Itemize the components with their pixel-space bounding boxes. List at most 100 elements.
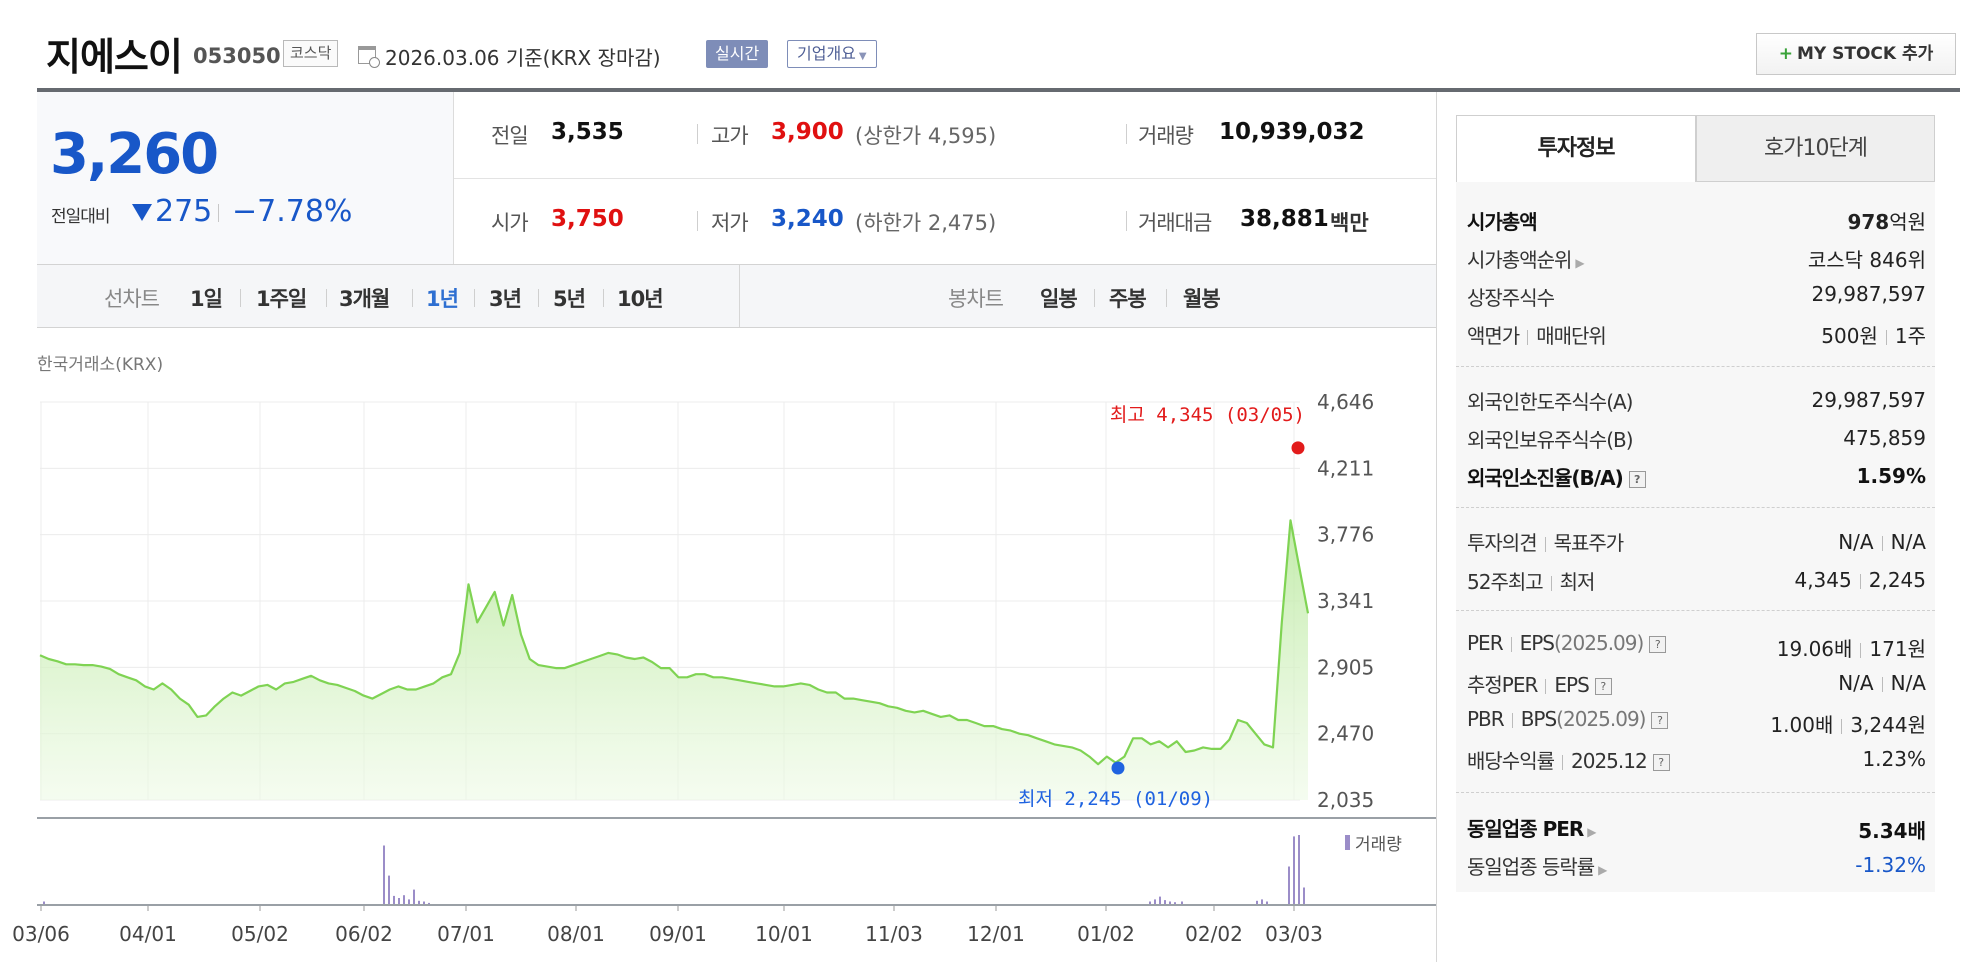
trade-unit-value: 1주 (1894, 324, 1926, 348)
industry-per-row[interactable]: 동일업종 PER ▶ (1467, 813, 1597, 842)
tab-underline (1696, 181, 1935, 182)
company-overview-dropdown[interactable]: 기업개요 ▼ (787, 40, 877, 68)
help-icon[interactable]: ? (1652, 754, 1670, 771)
industry-change-value: -1.32% (1855, 853, 1926, 877)
period-1d[interactable]: 1일 (190, 287, 223, 311)
low-label: 저가 (711, 211, 749, 235)
price-separator (218, 204, 219, 222)
help-icon[interactable]: ? (1594, 678, 1612, 695)
volume-legend-swatch (1345, 835, 1350, 850)
w52-low-label: 최저 (1559, 570, 1596, 594)
x-tick-label: 09/01 (649, 922, 707, 946)
market-cap-rank-row[interactable]: 시가총액순위 ▶ (1467, 244, 1585, 273)
industry-change-label: 동일업종 등락률 (1467, 855, 1595, 879)
tab-hoga-10[interactable]: 호가10단계 (1696, 115, 1935, 182)
shares-value: 29,987,597 (1811, 282, 1926, 306)
industry-per-value: 5.34배 (1858, 819, 1926, 843)
w52-label: 52주최고 최저 (1467, 566, 1596, 595)
candle-weekly[interactable]: 주봉 (1109, 287, 1147, 311)
price-summary-box (37, 92, 454, 264)
y-tick-label: 3,341 (1317, 589, 1374, 613)
trade-unit-label: 매매단위 (1536, 324, 1607, 348)
dividend-label: 배당수익률 (1467, 749, 1555, 773)
pipe-separator (1545, 679, 1547, 694)
period-3y[interactable]: 3년 (489, 287, 522, 311)
pbr-bps-label: PBR BPS(2025.09)? (1467, 707, 1669, 731)
calendar-icon (358, 46, 380, 68)
trade-value-unit: 백만 (1330, 211, 1369, 235)
price-change: 275 (155, 194, 213, 229)
panel-separator (1456, 610, 1935, 611)
info-pipe (697, 124, 698, 144)
trade-value: 38,881 (1240, 206, 1329, 232)
period-pipe (326, 289, 327, 307)
x-tick-label: 06/02 (335, 922, 393, 946)
x-tick-label: 03/06 (12, 922, 70, 946)
realtime-button[interactable]: 실시간 (706, 40, 769, 68)
company-overview-label: 기업개요 (797, 44, 856, 63)
foreign-ratio-row: 외국인소진율(B/A)? (1467, 462, 1646, 491)
industry-change-row[interactable]: 동일업종 등락률 ▶ (1467, 851, 1607, 880)
candle-daily[interactable]: 일봉 (1040, 287, 1078, 311)
x-tick-label: 10/01 (755, 922, 813, 946)
open-label: 시가 (491, 211, 529, 235)
price-chart: 4,646 4,211 3,776 3,341 2,905 2,470 2,035 03/06… (12, 390, 1436, 946)
foreign-ratio-label: 외국인소진율(B/A) (1467, 466, 1624, 490)
bps-date: (2025.09) (1556, 707, 1646, 731)
candle-monthly[interactable]: 월봉 (1183, 287, 1221, 311)
y-tick-label: 2,035 (1317, 788, 1374, 812)
opinion-label: 투자의견 (1467, 531, 1538, 555)
per-eps-label: PER EPS(2025.09)? (1467, 631, 1667, 655)
per-label: PER (1467, 631, 1504, 655)
pipe-separator (1562, 755, 1563, 770)
price-area (40, 520, 1308, 800)
bps-value: 3,244원 (1850, 713, 1926, 737)
par-label: 액면가 (1467, 324, 1520, 348)
high-value: 3,900 (771, 119, 844, 145)
pbr-value: 1.00배 (1770, 713, 1834, 737)
price-line (39, 519, 1310, 766)
stock-code: 053050 (193, 44, 281, 68)
caret-right-icon: ▶ (1598, 863, 1607, 877)
pipe-separator (1881, 677, 1883, 692)
period-pipe (474, 289, 475, 307)
chart-source-label: 한국거래소(KRX) (37, 355, 164, 375)
pbr-bps-value: 1.00배 3,244원 (1770, 709, 1926, 738)
period-10y[interactable]: 10년 (617, 287, 664, 311)
pipe-separator (1841, 719, 1843, 734)
pipe-separator (1881, 536, 1883, 551)
period-pipe (412, 289, 413, 307)
trade-value-label: 거래대금 (1138, 211, 1212, 235)
period-3m[interactable]: 3개월 (339, 287, 390, 311)
x-tick-label: 01/02 (1077, 922, 1135, 946)
x-tick-label: 12/01 (967, 922, 1025, 946)
help-icon[interactable]: ? (1651, 712, 1669, 729)
est-per-eps-value: N/A N/A (1838, 671, 1926, 695)
open-value: 3,750 (551, 206, 624, 232)
pipe-separator (1859, 574, 1861, 589)
info-pipe (1126, 211, 1127, 231)
par-trade-unit-value: 500원 1주 (1821, 320, 1926, 349)
add-mystock-button[interactable]: + MY STOCK 추가 (1756, 33, 1956, 75)
opinion-target-label: 투자의견 목표주가 (1467, 527, 1624, 556)
market-cap-number: 978 (1847, 210, 1890, 234)
period-1w[interactable]: 1주일 (256, 287, 307, 311)
x-tick-label: 04/01 (119, 922, 177, 946)
x-tick-label: 07/01 (437, 922, 495, 946)
est-per-eps-label: 추정PER EPS? (1467, 669, 1612, 698)
period-5y[interactable]: 5년 (553, 287, 586, 311)
eps-date: (2025.09) (1554, 631, 1644, 655)
period-pipe (538, 289, 539, 307)
change-label: 전일대비 (51, 207, 111, 227)
prev-close-value: 3,535 (551, 119, 624, 145)
tab-invest-info[interactable]: 투자정보 (1456, 115, 1696, 182)
x-tick-label: 02/02 (1185, 922, 1243, 946)
foreign-owned-label: 외국인보유주식수(B) (1467, 428, 1634, 452)
market-cap-label: 시가총액 (1467, 210, 1538, 234)
help-icon[interactable]: ? (1649, 636, 1667, 653)
pipe-separator (1860, 643, 1862, 658)
help-icon[interactable]: ? (1628, 471, 1646, 488)
period-1y[interactable]: 1년 (426, 287, 459, 311)
w52-low-value: 2,245 (1868, 568, 1926, 592)
prev-close-label: 전일 (491, 124, 529, 148)
